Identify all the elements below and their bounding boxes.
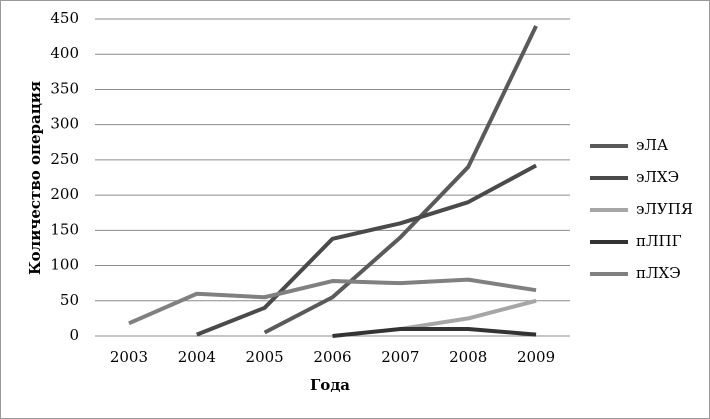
series-line — [196, 163, 538, 337]
x-tick-label: 2005 — [246, 348, 284, 366]
x-tick-label: 2006 — [313, 348, 351, 366]
y-tick-label: 0 — [69, 326, 79, 344]
x-tick-label: 2003 — [110, 348, 148, 366]
x-tick-label: 2007 — [381, 348, 419, 366]
x-tick-label: 2008 — [449, 348, 487, 366]
legend-label: эЛУПЯ — [636, 200, 693, 218]
y-tick-label: 350 — [50, 79, 79, 97]
y-tick-label: 100 — [50, 256, 79, 274]
legend-label: эЛХЭ — [636, 168, 679, 186]
x-tick-label: 2004 — [178, 348, 216, 366]
series-line — [400, 298, 537, 331]
y-tick-label: 400 — [50, 44, 79, 62]
y-tick-label: 300 — [50, 115, 79, 133]
y-tick-label: 450 — [50, 9, 79, 27]
y-tick-label: 200 — [50, 185, 79, 203]
series-line — [332, 326, 537, 338]
x-tick-label: 2009 — [517, 348, 555, 366]
y-tick-label: 50 — [60, 291, 79, 309]
y-tick-label: 150 — [50, 220, 79, 238]
series-line — [263, 25, 538, 335]
y-tick-label: 250 — [50, 150, 79, 168]
legend-label: эЛА — [636, 136, 669, 154]
x-axis-label: Года — [310, 376, 350, 394]
legend-label: пЛХЭ — [636, 264, 681, 282]
series-line — [128, 277, 537, 326]
y-axis-label: Количество операция — [26, 81, 44, 275]
legend-label: пЛПГ — [636, 232, 682, 250]
